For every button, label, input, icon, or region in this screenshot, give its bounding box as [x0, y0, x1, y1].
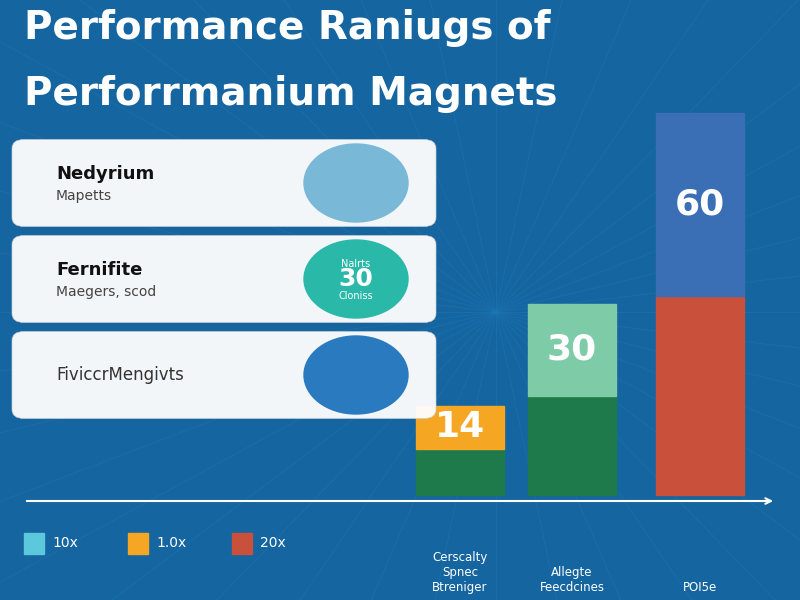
Bar — [528, 304, 616, 395]
Text: POI5e: POI5e — [683, 581, 717, 594]
Text: Cloniss: Cloniss — [338, 291, 374, 301]
FancyBboxPatch shape — [12, 235, 436, 323]
FancyBboxPatch shape — [12, 331, 436, 419]
Bar — [416, 449, 504, 495]
Text: 20x: 20x — [260, 536, 286, 550]
Text: Allegte
Feecdcines: Allegte Feecdcines — [539, 566, 605, 594]
Text: 14: 14 — [435, 410, 485, 444]
Bar — [24, 533, 44, 553]
Text: Nalrts: Nalrts — [342, 259, 370, 269]
Bar — [528, 395, 616, 495]
Text: Fernifite: Fernifite — [56, 261, 142, 279]
Bar — [232, 533, 252, 553]
Text: Mapetts: Mapetts — [56, 189, 112, 203]
Text: 10x: 10x — [52, 536, 78, 550]
FancyBboxPatch shape — [12, 139, 436, 227]
Circle shape — [304, 336, 408, 414]
Text: 30: 30 — [338, 267, 374, 291]
Text: 60: 60 — [675, 188, 725, 221]
Bar — [656, 113, 744, 296]
Bar — [416, 406, 504, 449]
Bar — [128, 533, 148, 553]
Text: Nedyrium: Nedyrium — [56, 165, 154, 183]
Text: Maegers, scod: Maegers, scod — [56, 285, 156, 299]
Circle shape — [304, 240, 408, 318]
Text: Performance Raniugs of: Performance Raniugs of — [24, 9, 550, 47]
Circle shape — [304, 144, 408, 222]
Text: FiviccrMengivts: FiviccrMengivts — [56, 366, 184, 384]
Text: 30: 30 — [547, 333, 597, 367]
Bar — [656, 296, 744, 495]
Text: Cerscalty
Spnec
Btreniger: Cerscalty Spnec Btreniger — [432, 551, 488, 594]
Text: Perforrmanium Magnets: Perforrmanium Magnets — [24, 75, 558, 113]
Text: 1.0x: 1.0x — [156, 536, 186, 550]
